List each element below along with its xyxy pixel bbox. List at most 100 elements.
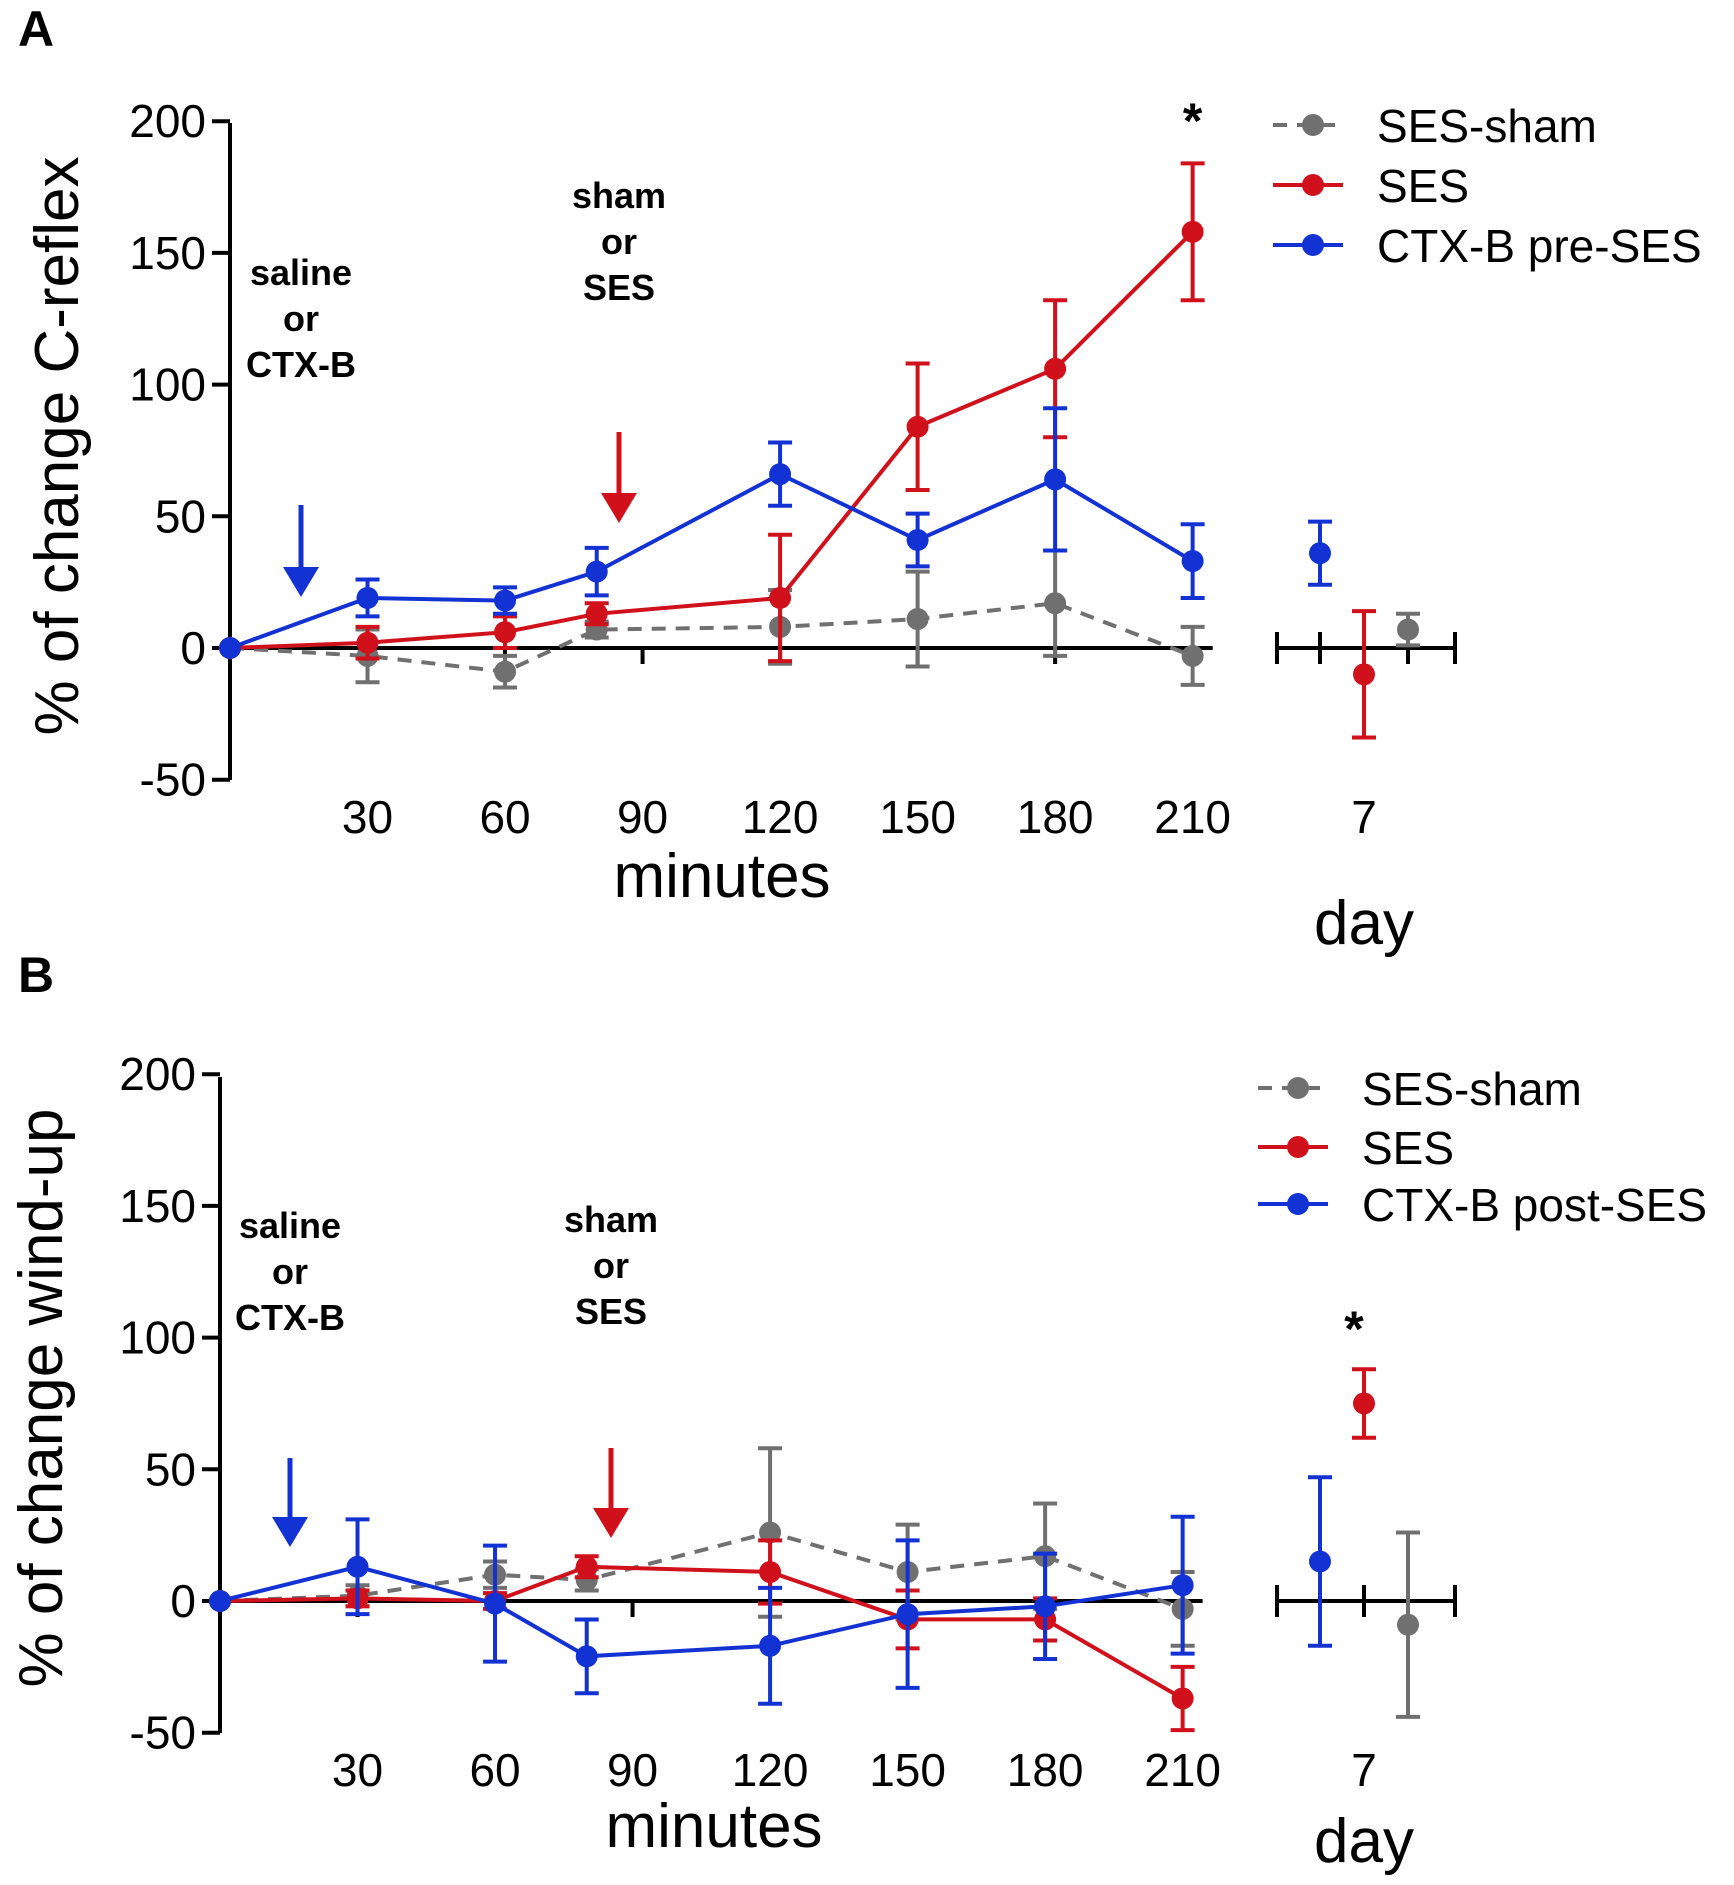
legend-marker-ses-sham (1302, 114, 1324, 136)
annotation-text: CTX-B (235, 1297, 345, 1338)
panel-a-ylabel: % of change C-reflex (23, 157, 92, 736)
series-line (229, 230, 1195, 650)
y-tick-label: 50 (145, 1443, 196, 1495)
annotation-text: SES (583, 267, 655, 308)
panel-a-letter: A (18, 1, 54, 57)
x-tick-label: 150 (879, 791, 956, 843)
series-ctx-b-post-ses (209, 1475, 1332, 1706)
data-point (769, 463, 792, 486)
x-tick-label: 30 (342, 791, 393, 843)
x-tick-label: 210 (1144, 1744, 1221, 1796)
series-ses-sham (219, 548, 1420, 690)
legend-marker-ctx-b (1287, 1193, 1309, 1215)
annotation-text: SES (575, 1291, 647, 1332)
data-point (906, 415, 929, 438)
annotation-text: or (601, 221, 637, 262)
y-tick-label: 50 (155, 490, 206, 542)
data-point (1181, 644, 1204, 667)
series-ses-sham (209, 1446, 1420, 1719)
annotation-text: or (272, 1251, 308, 1292)
annotation-sham-or-ses: sham or SES (572, 175, 666, 523)
day-tick-label: 7 (1351, 791, 1377, 843)
data-point (494, 589, 517, 612)
legend-marker-ses-sham (1287, 1077, 1309, 1099)
data-point (1397, 618, 1419, 641)
annotation-arrow-head (283, 567, 319, 597)
y-tick-label: 200 (129, 95, 206, 147)
panel-a-xlabel: minutes (613, 842, 830, 911)
y-tick-label: 150 (119, 1180, 196, 1232)
data-point (759, 1634, 782, 1657)
data-point (1044, 357, 1067, 380)
data-point (1309, 542, 1331, 565)
y-tick-label: 200 (119, 1048, 196, 1100)
data-point (1181, 220, 1204, 243)
significance-marker: * (1344, 1301, 1364, 1357)
panel-a: A % of change C-reflex minutes day SES-s… (18, 1, 1702, 958)
data-point (1171, 1687, 1194, 1710)
panel-b-letter: B (18, 947, 54, 1003)
panel-b-xlabel: minutes (605, 1792, 822, 1861)
annotation-arrow-head (272, 1517, 308, 1547)
legend-label-ses-sham: SES-sham (1362, 1063, 1582, 1115)
annotation-saline-or-ctx-b: saline or CTX-B (235, 1205, 345, 1547)
data-point (1034, 1595, 1057, 1618)
data-point (585, 560, 608, 583)
y-tick-label: 100 (129, 359, 206, 411)
legend-marker-ctx-b (1302, 234, 1324, 256)
panel-a-day-label: day (1314, 889, 1414, 958)
data-point (356, 586, 379, 609)
series-line (219, 1564, 1183, 1659)
data-point (1353, 1392, 1375, 1415)
y-tick-label: 0 (170, 1575, 196, 1627)
series-line (219, 1530, 1184, 1611)
x-tick-label: 150 (869, 1744, 946, 1796)
panel-b-legend: SES-sham SES CTX-B post-SES (1258, 1063, 1707, 1231)
panel-b-ylabel: % of change wind-up (7, 1108, 76, 1687)
series-ses (209, 1367, 1376, 1733)
data-point (1397, 1613, 1419, 1636)
legend-label-ctx-b: CTX-B post-SES (1362, 1179, 1707, 1231)
data-point (759, 1561, 782, 1584)
x-tick-label: 90 (617, 791, 668, 843)
data-point (575, 1555, 598, 1578)
panel-a-legend: SES-sham SES CTX-B pre-SES (1273, 100, 1702, 272)
x-tick-label: 120 (732, 1744, 809, 1796)
panel-b: B % of change wind-up minutes day SES-sh… (7, 947, 1707, 1876)
x-tick-label: 60 (479, 791, 530, 843)
x-tick-label: 120 (742, 791, 819, 843)
data-point (1044, 468, 1067, 491)
series-ctx-b-pre-ses (219, 406, 1332, 659)
data-point (906, 608, 929, 631)
y-tick-label: 0 (180, 622, 206, 674)
panel-b-day-label: day (1314, 1807, 1414, 1876)
annotation-text: saline (250, 252, 352, 293)
data-point (585, 602, 608, 625)
significance-marker: * (1183, 93, 1203, 149)
series-line (219, 1564, 1184, 1701)
data-point (494, 660, 517, 683)
data-point (906, 529, 929, 552)
data-point (494, 621, 517, 644)
data-point (769, 586, 792, 609)
day-tick-label: 7 (1351, 1744, 1377, 1796)
x-tick-label: 210 (1154, 791, 1231, 843)
x-tick-label: 30 (332, 1744, 383, 1796)
data-point (1309, 1550, 1331, 1573)
series-line (229, 601, 1194, 674)
annotation-text: sham (564, 1199, 658, 1240)
data-point (356, 631, 379, 654)
annotation-sham-or-ses: sham or SES (564, 1199, 658, 1538)
y-tick-label: 150 (129, 227, 206, 279)
annotation-text: or (593, 1245, 629, 1286)
data-point (1353, 663, 1375, 686)
data-point (1044, 592, 1067, 615)
data-point (209, 1590, 231, 1612)
data-point (219, 637, 241, 659)
legend-label-ctx-b: CTX-B pre-SES (1377, 220, 1702, 272)
data-point (575, 1645, 598, 1668)
y-tick-label: -50 (130, 1707, 196, 1759)
data-point (1171, 1574, 1194, 1597)
annotation-text: or (283, 298, 319, 339)
annotation-text: sham (572, 175, 666, 216)
